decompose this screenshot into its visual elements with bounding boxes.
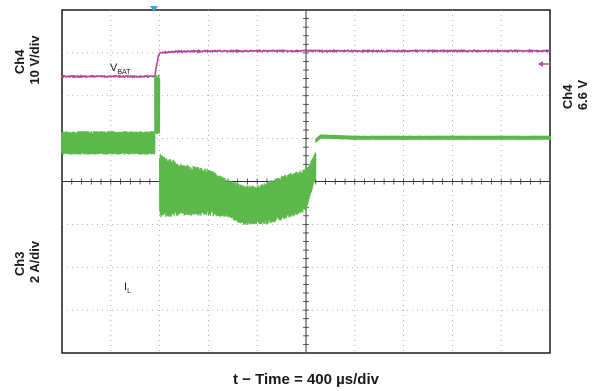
ch4-name: Ch4 10 V/div <box>12 35 42 85</box>
ch4-vbat-trace <box>61 48 551 79</box>
vbat-trace-label: VBAT <box>110 62 131 76</box>
ch3-il-trace-segment <box>315 134 551 143</box>
traces <box>61 48 551 225</box>
ch3-il-trace-segment <box>61 131 156 155</box>
ch3-il-trace-segment <box>154 74 161 135</box>
ch4-offset: Ch4 6.6 V <box>560 79 590 110</box>
ch3-il-trace-segment <box>159 152 317 225</box>
x-axis-label: t − Time = 400 µs/div <box>233 371 380 388</box>
trigger-marker <box>150 6 158 12</box>
ch4-offset-marker <box>538 61 550 67</box>
il-trace-label: IL <box>124 281 131 295</box>
ch3-name: Ch3 2 A/div <box>12 240 42 283</box>
